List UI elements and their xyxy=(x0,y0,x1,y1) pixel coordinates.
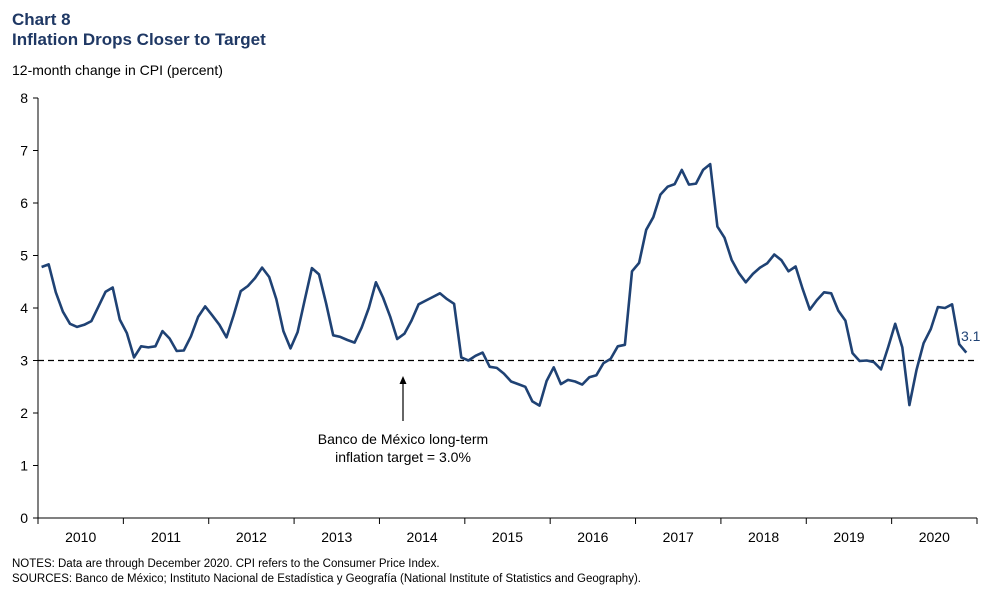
chart-title: Inflation Drops Closer to Target xyxy=(12,30,266,49)
y-tick-label: 3 xyxy=(20,353,28,369)
y-axis-unit-label: 12-month change in CPI (percent) xyxy=(12,62,223,78)
y-tick-label: 7 xyxy=(20,143,28,159)
y-tick-label: 2 xyxy=(20,405,28,421)
target-annotation: Banco de México long-term inflation targ… xyxy=(318,376,488,465)
x-tick-label: 2014 xyxy=(407,529,438,545)
title-block: Chart 8 Inflation Drops Closer to Target xyxy=(12,10,266,50)
footer-notes: NOTES: Data are through December 2020. C… xyxy=(12,557,641,587)
notes-text: NOTES: Data are through December 2020. C… xyxy=(12,558,440,570)
annotation-text-line2: inflation target = 3.0% xyxy=(335,449,471,465)
series-line-cpi xyxy=(41,162,968,407)
x-tick-label: 2018 xyxy=(748,529,779,545)
chart-number: Chart 8 xyxy=(12,10,71,29)
y-axis: 0 1 2 3 4 5 6 7 8 xyxy=(20,90,39,526)
y-tick-label: 8 xyxy=(20,90,28,106)
x-tick-label: 2011 xyxy=(151,529,181,545)
y-tick-label: 4 xyxy=(20,300,28,316)
sources-text: SOURCES: Banco de México; Instituto Naci… xyxy=(12,573,641,585)
x-tick-label: 2020 xyxy=(919,529,950,545)
x-tick-label: 2015 xyxy=(492,529,523,545)
annotation-text-line1: Banco de México long-term xyxy=(318,431,488,447)
annotation-arrowhead-icon xyxy=(399,376,407,384)
x-tick-label: 2010 xyxy=(65,529,96,545)
x-tick-label: 2016 xyxy=(577,529,608,545)
y-tick-label: 6 xyxy=(20,195,28,211)
x-tick-label: 2019 xyxy=(833,529,864,545)
y-tick-label: 0 xyxy=(20,510,28,526)
x-axis: 2010 2011 2012 2013 2014 2015 2016 2017 2018 2019… xyxy=(37,517,978,545)
y-tick-label: 1 xyxy=(20,458,28,474)
end-value-label: 3.1 xyxy=(961,328,981,344)
x-tick-label: 2012 xyxy=(236,529,267,545)
x-tick-label: 2017 xyxy=(663,529,694,545)
y-tick-label: 5 xyxy=(20,248,28,264)
x-tick-label: 2013 xyxy=(321,529,352,545)
